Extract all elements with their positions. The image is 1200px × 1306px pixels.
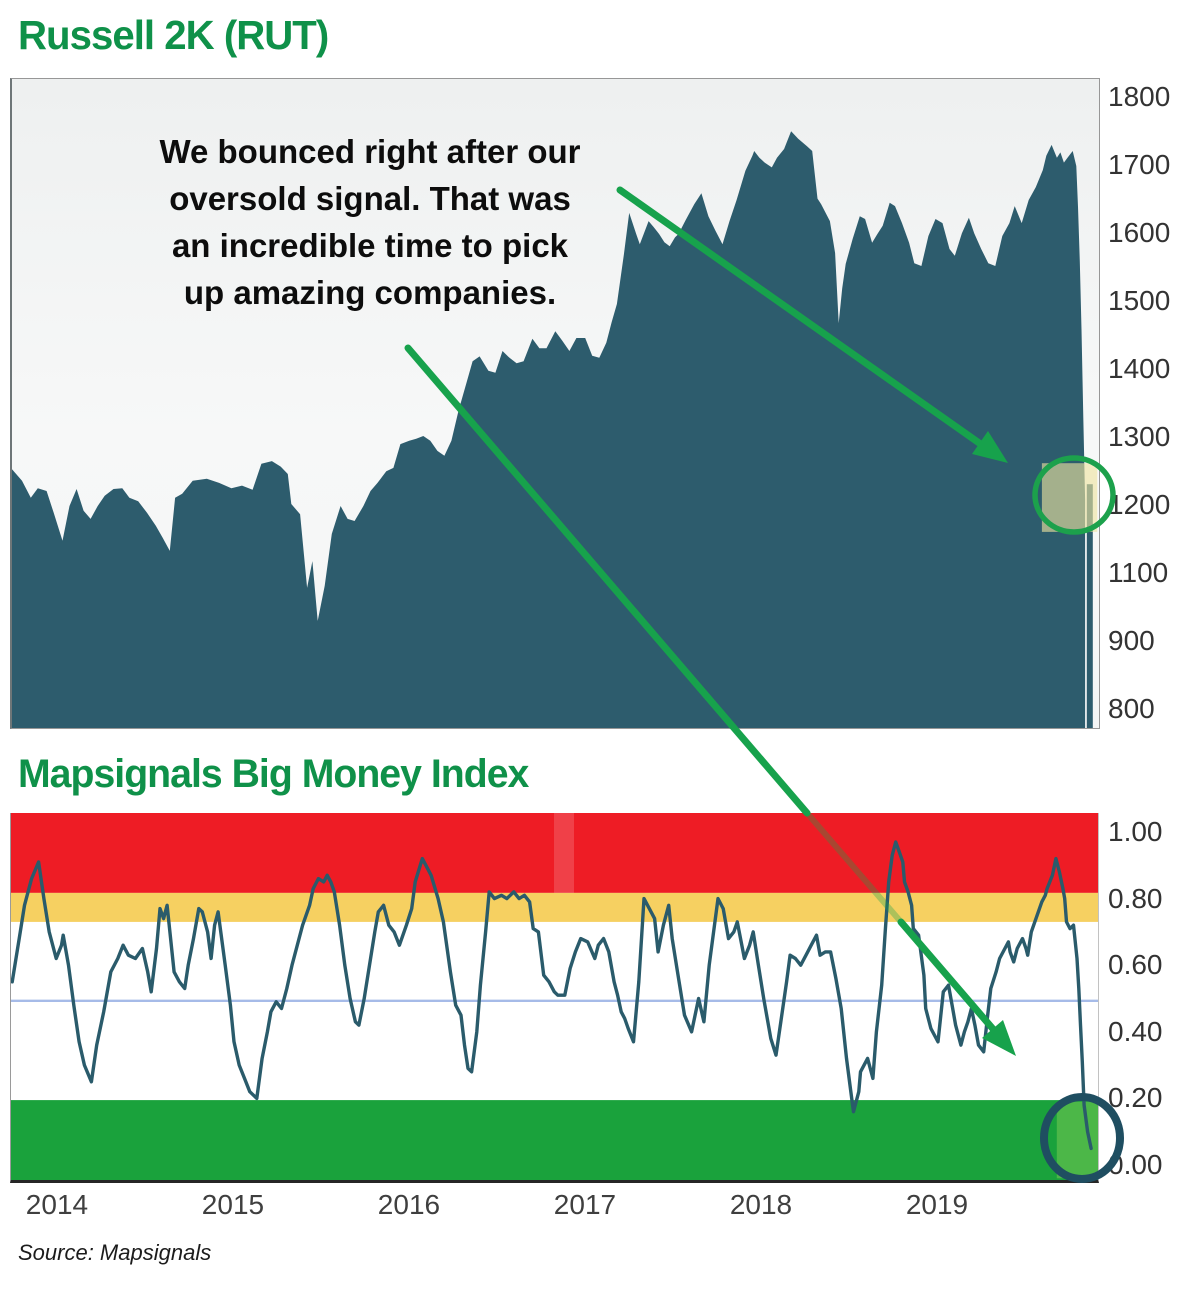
page-title-russell-2k: Russell 2K (RUT) bbox=[18, 12, 329, 58]
y-tick-label: 1300 bbox=[1108, 421, 1171, 452]
y-tick-label: 900 bbox=[1108, 625, 1155, 656]
bmi-line bbox=[11, 840, 1093, 1151]
annotation-callout: We bounced right after our oversold signa… bbox=[112, 128, 628, 316]
y-tick-label: 1100 bbox=[1108, 557, 1169, 588]
rebound-bar bbox=[1086, 484, 1093, 728]
y-tick-label: 1600 bbox=[1108, 217, 1171, 248]
y-tick-label: 1800 bbox=[1108, 81, 1171, 112]
y-tick-label: 1400 bbox=[1108, 353, 1171, 384]
caution-yellow-band bbox=[11, 892, 1098, 922]
x-tick-label: 2014 bbox=[25, 1189, 89, 1220]
y-tick-label: 1700 bbox=[1108, 149, 1171, 180]
y-tick-label: 0.00 bbox=[1108, 1149, 1163, 1180]
x-tick-label: 2019 bbox=[905, 1189, 969, 1220]
y-tick-label: 0.80 bbox=[1108, 882, 1163, 914]
x-tick-label: 2017 bbox=[553, 1189, 617, 1220]
bmi-chart-canvas bbox=[10, 813, 1099, 1183]
overbought-red-band bbox=[11, 813, 1098, 893]
oversold-highlight-bright bbox=[1056, 1101, 1098, 1179]
red-band-seam bbox=[554, 813, 574, 893]
y-tick-label: 0.20 bbox=[1108, 1082, 1163, 1114]
y-tick-label: 1.00 bbox=[1108, 816, 1163, 847]
annotation-line: up amazing companies. bbox=[183, 274, 557, 311]
y-tick-label: 1500 bbox=[1108, 285, 1171, 316]
source-note: Source: Mapsignals bbox=[18, 1240, 212, 1265]
annotation-line: an incredible time to pick bbox=[171, 227, 569, 264]
y-tick-label: 0.40 bbox=[1108, 1015, 1163, 1047]
y-tick-label: 0.60 bbox=[1108, 949, 1163, 981]
annotation-line: oversold signal. That was bbox=[169, 180, 571, 217]
oversold-green-band bbox=[11, 1100, 1098, 1180]
bmi-line-chart bbox=[11, 813, 1098, 1180]
x-tick-label: 2018 bbox=[729, 1189, 793, 1220]
page-title-big-money-index: Mapsignals Big Money Index bbox=[18, 752, 529, 796]
y-tick-label: 1200 bbox=[1108, 489, 1171, 520]
y-tick-label: 800 bbox=[1108, 693, 1155, 724]
annotation-line: We bounced right after our bbox=[159, 133, 581, 170]
x-tick-label: 2016 bbox=[377, 1189, 441, 1220]
x-tick-label: 2015 bbox=[201, 1189, 265, 1220]
oversold-highlight-band bbox=[1041, 463, 1098, 532]
